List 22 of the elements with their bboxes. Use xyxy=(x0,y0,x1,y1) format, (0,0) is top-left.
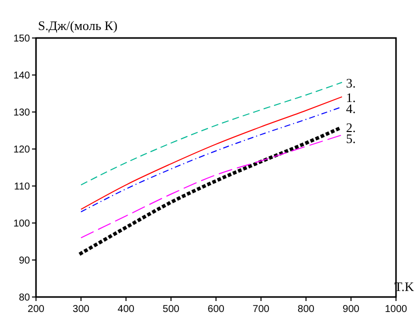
x-tick-label: 500 xyxy=(162,304,180,315)
y-tick-label: 80 xyxy=(18,292,30,304)
y-tick-label: 130 xyxy=(13,108,30,118)
x-tick-label: 1000 xyxy=(384,304,408,315)
x-tick-label: 200 xyxy=(28,304,45,315)
y-tick-label: 150 xyxy=(13,34,30,44)
y-tick-label: 110 xyxy=(14,182,30,192)
y-tick-label: 120 xyxy=(13,144,30,156)
x-tick-label: 800 xyxy=(298,304,315,315)
y-axis-title: S.Дж/(моль К) xyxy=(38,18,118,33)
line-series xyxy=(80,82,342,186)
line-series xyxy=(80,134,342,238)
x-tick-label: 900 xyxy=(342,304,360,315)
x-tick-label: 300 xyxy=(72,304,90,315)
x-tick-label: 600 xyxy=(208,304,225,315)
y-tick-label: 100 xyxy=(13,218,30,230)
y-tick-label: 90 xyxy=(18,256,30,266)
x-tick-label: 400 xyxy=(118,304,135,315)
series-label: 3. xyxy=(346,75,356,90)
series-label: 1. xyxy=(346,90,356,105)
y-tick-label: 140 xyxy=(13,70,30,82)
x-tick-label: 700 xyxy=(252,304,270,315)
